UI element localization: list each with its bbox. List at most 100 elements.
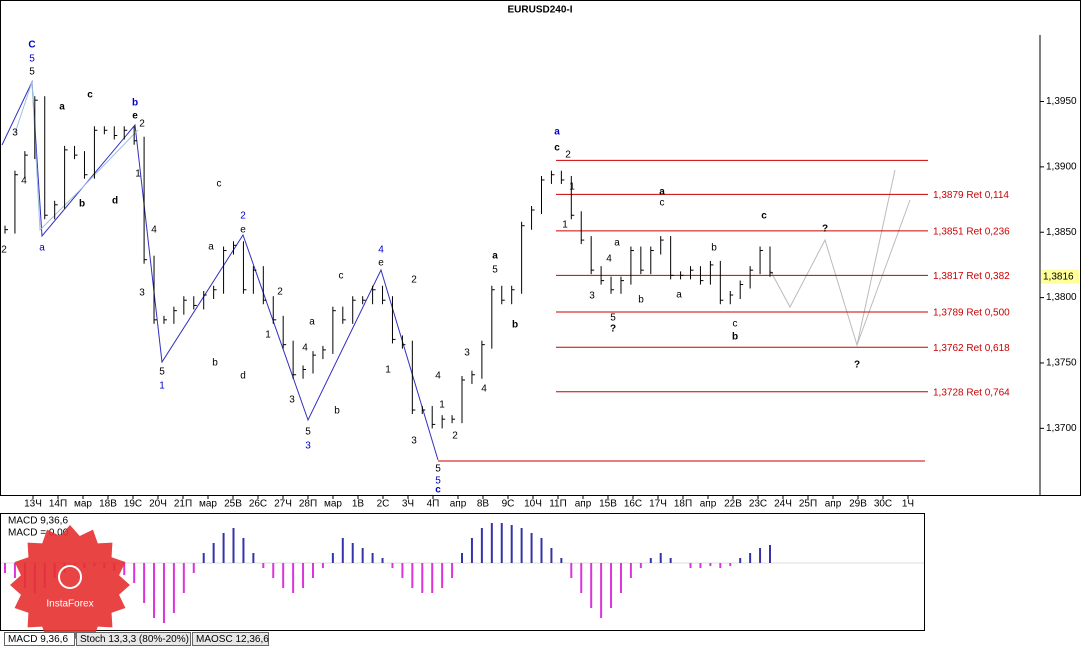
wave-label: 4 [302,343,308,354]
indicator-label: MACD 9,36,6 [8,516,68,527]
wave-label: a [309,317,315,328]
wave-label: 3 [411,436,417,447]
wave-label: 4 [21,176,27,187]
projection-line [856,199,911,346]
wave-label: a [59,102,65,113]
current-price-label: 1,3816 [1043,271,1074,282]
wave-label: 4 [435,371,441,382]
wave-label: 1 [135,169,141,180]
x-tick-label: 10Ч [524,499,542,510]
x-tick-label: 28П [299,499,317,510]
projection-line [769,169,896,347]
wave-label: 5 [29,67,35,78]
wave-label: 2 [277,287,283,298]
x-tick-label: апр [575,499,592,510]
x-tick-label: 1В [352,499,365,510]
x-tick-label: 9С [502,499,515,510]
wave-label: 4 [378,245,384,256]
wave-label: c [87,90,93,101]
x-tick-label: 15В [599,499,617,510]
wave-label: 5 [610,313,616,324]
wave-label: 2 [1,245,7,256]
wave-line-minor [14,81,139,232]
wave-label: 5 [492,265,498,276]
level-label: 1,3728 Ret 0,764 [933,387,1010,398]
wave-label: 2 [452,431,458,442]
x-tick-label: 23С [749,499,767,510]
x-tick-label: 27Ч [274,499,292,510]
level-label: 1,3817 Ret 0,382 [933,271,1010,282]
logo-icon [58,565,82,589]
level-label: 1,3762 Ret 0,618 [933,343,1010,354]
wave-label: e [378,258,384,269]
wave-label: c [761,211,767,222]
current-price-box [1041,269,1079,284]
wave-label: 1 [265,330,271,341]
x-tick-label: 25П [799,499,817,510]
wave-label: 1 [385,365,391,376]
wave-label: c [435,485,441,496]
x-tick-label: 4П [427,499,440,510]
tab [4,632,75,646]
y-tick-label: 1,3800 [1046,292,1077,303]
wave-label: a [208,242,214,253]
wave-label: c [660,198,665,209]
wave-label: ? [854,360,860,371]
wave-label: 5 [435,476,441,487]
x-tick-label: 19С [124,499,142,510]
x-tick-label: 18П [674,499,692,510]
wave-label: a [614,238,620,249]
main-frame [0,0,1081,496]
x-tick-label: 18В [99,499,117,510]
wave-label: b [732,332,738,343]
wave-label: 4 [151,225,157,236]
wave-label: d [240,371,246,382]
wave-label: a [554,127,560,138]
tab [192,632,269,646]
wave-label: 4 [606,254,612,265]
wave-label: 5 [159,367,165,378]
wave-label: 1 [159,381,165,392]
wave-label: e [240,225,246,236]
x-tick-label: 11П [549,499,567,510]
wave-label: 2 [565,150,571,161]
wave-label: 1 [439,400,445,411]
wave-label: c [733,319,738,330]
logo-badge [10,525,130,645]
wave-label: b [79,199,85,210]
tab [76,632,191,646]
x-tick-label: 13Ч [24,499,42,510]
x-tick-label: апр [700,499,717,510]
wave-label: 3 [464,348,470,359]
x-tick-label: 21П [174,499,192,510]
wave-label: b [132,98,138,109]
x-tick-label: 24Ч [774,499,792,510]
x-tick-label: 16С [624,499,642,510]
wave-label: b [512,320,518,331]
x-tick-label: мар [74,499,92,510]
level-label: 1,3789 Ret 0,500 [933,308,1010,319]
tab-label: MACD 9,36,6 [8,634,68,645]
x-tick-label: 20Ч [149,499,167,510]
y-tick-label: 1,3700 [1046,423,1077,434]
x-tick-label: 2С [377,499,390,510]
x-tick-label: 14П [49,499,67,510]
level-label: 1,3851 Ret 0,236 [933,227,1010,238]
y-tick-label: 1,3850 [1046,227,1077,238]
x-tick-label: мар [324,499,342,510]
wave-label: 3 [305,441,311,452]
wave-label: ? [822,224,828,235]
wave-label: 5 [29,54,35,65]
x-tick-label: апр [825,499,842,510]
wave-label: 2 [240,211,246,222]
x-tick-label: апр [450,499,467,510]
x-tick-label: мар [199,499,217,510]
x-tick-label: 1Ч [902,499,914,510]
wave-label: 5 [435,464,441,475]
tab-label: MAOSC 12,36,6 [196,634,269,645]
x-tick-label: 8В [477,499,490,510]
tab-label: Stoch 13,3,3 (80%-20%) [80,634,189,645]
wave-label: 5 [305,427,311,438]
wave-label: 3 [289,395,295,406]
wave-label: a [659,187,665,198]
